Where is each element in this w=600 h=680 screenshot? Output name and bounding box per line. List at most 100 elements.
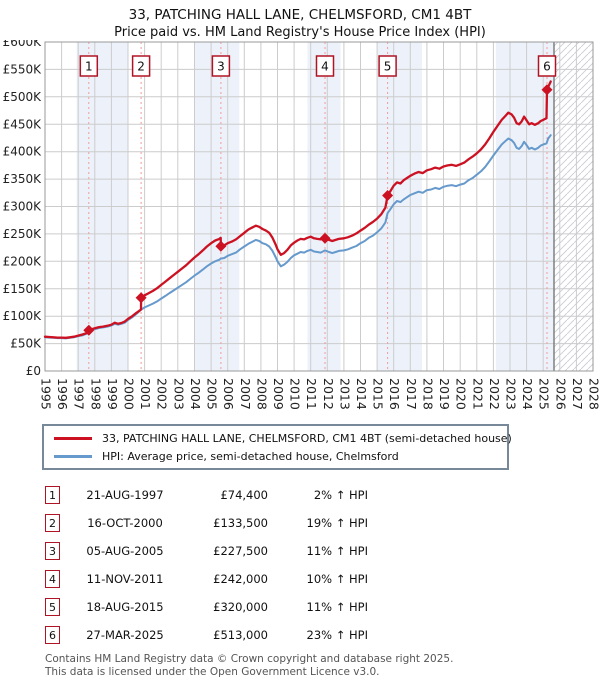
footer-line2: This data is licensed under the Open Gov… <box>45 666 380 679</box>
sale-row: 1 21-AUG-1997 £74,400 2% ↑ HPI <box>45 481 600 509</box>
x-tick-label: 1995 <box>39 378 54 410</box>
sale-number-label: 4 <box>321 60 329 74</box>
y-tick-label: £150K <box>3 282 43 296</box>
sale-row: 3 05-AUG-2005 £227,500 11% ↑ HPI <box>45 537 600 565</box>
x-tick-label: 2014 <box>354 378 369 410</box>
sale-date: 16-OCT-2000 <box>87 516 163 530</box>
x-tick-label: 2025 <box>537 378 552 410</box>
x-tick-label: 1999 <box>105 378 120 410</box>
chart-header: 33, PATCHING HALL LANE, CHELMSFORD, CM1 … <box>0 0 600 40</box>
sale-number-box <box>315 55 335 77</box>
y-tick-label: £400K <box>3 145 43 159</box>
sale-marker-diamond <box>382 190 394 201</box>
sale-marker-diamond <box>215 240 227 252</box>
x-tick-label: 2004 <box>188 378 203 410</box>
legend-line-swatch <box>54 436 92 440</box>
sale-date: 21-AUG-1997 <box>86 488 164 502</box>
sale-hpi-delta: 19% ↑ HPI <box>306 516 368 530</box>
sale-number-label: 5 <box>384 60 392 74</box>
x-tick-label: 1996 <box>55 378 70 410</box>
sale-number-badge: 6 <box>45 626 60 644</box>
legend-item: HPI: Average price, semi-detached house,… <box>52 447 499 465</box>
legend-label: 33, PATCHING HALL LANE, CHELMSFORD, CM1 … <box>102 431 512 445</box>
page-subtitle: Price paid vs. HM Land Registry's House … <box>114 25 486 40</box>
x-tick-label: 2011 <box>304 378 319 410</box>
footer-line1: Contains HM Land Registry data © Crown c… <box>45 653 454 665</box>
x-tick-label: 2003 <box>171 378 186 410</box>
x-tick-label: 2009 <box>271 378 286 410</box>
sale-number-badge: 3 <box>45 542 60 560</box>
sale-number-badge: 1 <box>45 486 60 504</box>
x-tick-label: 2021 <box>470 378 485 410</box>
x-tick-label: 2001 <box>138 378 153 410</box>
x-tick-label: 2010 <box>288 378 303 410</box>
sale-hpi-delta: 2% ↑ HPI <box>313 488 368 502</box>
x-tick-label: 2019 <box>437 378 452 410</box>
sale-date: 27-MAR-2025 <box>86 628 164 642</box>
legend-label: HPI: Average price, semi-detached house,… <box>102 449 399 463</box>
x-tick-label: 2027 <box>570 378 585 410</box>
sale-hpi-delta: 23% ↑ HPI <box>306 628 368 642</box>
x-tick-label: 2028 <box>587 378 600 410</box>
x-tick-label: 2024 <box>520 378 535 410</box>
x-tick-label: 1997 <box>72 378 87 410</box>
y-tick-label: £500K <box>3 90 43 104</box>
y-tick-label: £600K <box>3 40 43 49</box>
legend-item: 33, PATCHING HALL LANE, CHELMSFORD, CM1 … <box>52 429 512 447</box>
sale-price: £320,000 <box>213 600 268 614</box>
page-title: 33, PATCHING HALL LANE, CHELMSFORD, CM1 … <box>128 7 472 23</box>
sale-number-badge: 2 <box>45 514 60 532</box>
x-tick-label: 2020 <box>454 378 469 410</box>
x-tick-label: 2007 <box>238 378 253 410</box>
property-price-line <box>43 80 552 339</box>
sale-number-badge: 4 <box>45 570 60 588</box>
x-tick-label: 2017 <box>404 378 419 410</box>
chart-legend: 33, PATCHING HALL LANE, CHELMSFORD, CM1 … <box>42 424 512 470</box>
sale-row: 6 27-MAR-2025 £513,000 23% ↑ HPI <box>45 621 600 649</box>
x-tick-label: 2008 <box>254 378 269 410</box>
sale-price: £74,400 <box>220 488 268 502</box>
y-tick-label: £300K <box>3 200 43 214</box>
sale-price: £227,500 <box>213 544 268 558</box>
x-tick-label: 2013 <box>337 378 352 410</box>
x-tick-label: 2016 <box>387 378 402 410</box>
sale-date: 05-AUG-2005 <box>86 544 164 558</box>
x-tick-label: 2015 <box>371 378 386 410</box>
sale-hpi-delta: 11% ↑ HPI <box>306 600 368 614</box>
x-tick-label: 2002 <box>155 378 170 410</box>
y-tick-label: £250K <box>3 227 43 241</box>
sale-price: £513,000 <box>213 628 268 642</box>
y-tick-label: £0 <box>26 364 41 378</box>
y-tick-label: £50K <box>10 337 42 351</box>
x-tick-label: 2012 <box>321 378 336 410</box>
sale-date: 11-NOV-2011 <box>86 572 164 586</box>
legend-line-swatch <box>54 454 92 458</box>
sale-number-box <box>378 55 397 77</box>
sale-marker-diamond <box>83 324 95 336</box>
x-tick-label: 2006 <box>221 378 236 410</box>
y-tick-label: £100K <box>3 309 43 323</box>
y-tick-label: £350K <box>3 172 43 186</box>
sale-number-label: 3 <box>217 60 225 74</box>
sale-row: 2 16-OCT-2000 £133,500 19% ↑ HPI <box>45 509 600 537</box>
license-footer: Contains HM Land Registry data © Crown c… <box>45 653 600 679</box>
x-tick-label: 2000 <box>122 378 137 410</box>
sale-hpi-delta: 11% ↑ HPI <box>306 544 368 558</box>
sale-price: £133,500 <box>213 516 268 530</box>
sale-price: £242,000 <box>213 572 268 586</box>
sale-marker-diamond <box>319 232 331 244</box>
y-tick-label: £200K <box>3 254 43 268</box>
future-hatch-region <box>554 42 593 371</box>
x-tick-label: 2022 <box>487 378 502 410</box>
y-tick-label: £450K <box>3 117 43 131</box>
sale-number-box <box>211 55 231 77</box>
sale-number-badge: 5 <box>45 598 60 616</box>
x-tick-label: 2018 <box>420 378 435 410</box>
sale-row: 5 18-AUG-2015 £320,000 11% ↑ HPI <box>45 593 600 621</box>
x-tick-label: 2023 <box>504 378 519 410</box>
sale-number-box <box>79 55 99 77</box>
sales-table: 1 21-AUG-1997 £74,400 2% ↑ HPI 2 16-OCT-2000 £… <box>45 481 600 649</box>
sale-marker-diamond <box>541 84 553 96</box>
sale-hpi-delta: 10% ↑ HPI <box>306 572 368 586</box>
price-chart[interactable]: 1 2 3 4 5 6 £0 £50K £100K £150K £200K £250K £300K £35… <box>0 40 600 424</box>
